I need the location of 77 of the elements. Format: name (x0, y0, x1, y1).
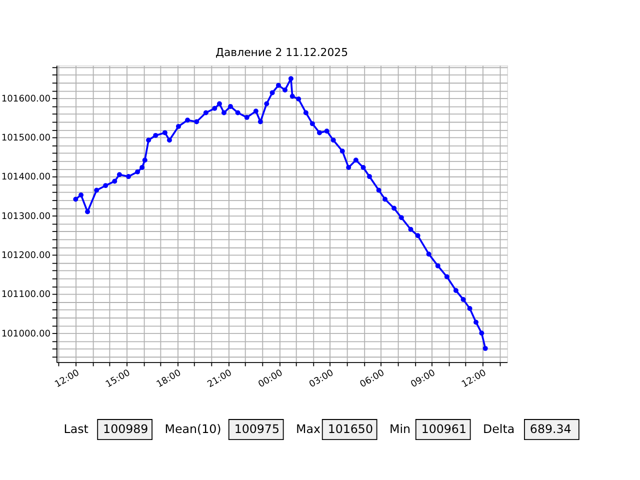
text: Last (64, 422, 89, 436)
point (185, 118, 190, 123)
text: Mean(10) (164, 422, 222, 436)
point (166, 138, 172, 143)
point (103, 183, 108, 188)
point (153, 132, 158, 138)
point (303, 110, 308, 116)
y-tick-label: 101400.00 (1, 172, 51, 183)
point (353, 158, 358, 163)
point (330, 138, 336, 143)
point (162, 130, 168, 136)
point (282, 88, 288, 93)
point (73, 196, 78, 202)
point (296, 96, 302, 102)
text: 100961 (421, 422, 466, 436)
point (415, 233, 420, 238)
point (235, 110, 240, 116)
point (392, 206, 397, 211)
point (264, 101, 270, 106)
point (135, 169, 140, 174)
point (324, 128, 330, 134)
point (176, 124, 181, 129)
point (288, 76, 294, 82)
y-tick-label: 101200.00 (1, 251, 51, 262)
point (467, 306, 472, 311)
point (212, 106, 218, 111)
text: 100989 (103, 422, 148, 436)
point (270, 90, 275, 96)
point (78, 192, 84, 198)
point (460, 297, 466, 302)
point (474, 320, 478, 325)
point (194, 119, 200, 124)
point (203, 110, 208, 116)
point (376, 188, 382, 193)
y-tick-label: 101600.00 (1, 94, 51, 104)
point (366, 174, 372, 180)
point (453, 288, 458, 293)
point (140, 165, 145, 170)
point (94, 188, 100, 193)
point (479, 330, 484, 336)
point (408, 226, 414, 232)
point (426, 252, 432, 257)
text: 101650 (328, 422, 373, 436)
point (290, 94, 295, 99)
text: Min (390, 422, 411, 436)
point (253, 108, 258, 114)
point (126, 174, 131, 180)
text: Delta (483, 422, 515, 436)
chart-title: Давление 2 11.12.2025 (215, 46, 348, 59)
point (346, 165, 352, 170)
point (276, 82, 282, 88)
y-tick-label: 101300.00 (1, 212, 51, 222)
point (244, 114, 250, 120)
point (444, 274, 450, 280)
point (316, 130, 322, 136)
point (360, 165, 366, 170)
point (310, 121, 315, 126)
text: 689.34 (530, 422, 572, 436)
point (216, 101, 222, 106)
text: Max (296, 422, 321, 436)
point (116, 172, 122, 178)
text: 100975 (234, 422, 280, 436)
point (142, 158, 148, 163)
point (228, 104, 233, 109)
point (146, 138, 152, 143)
point (221, 110, 226, 116)
point (340, 148, 345, 154)
point (435, 263, 440, 268)
point (482, 346, 488, 351)
point (85, 209, 90, 214)
point (112, 178, 118, 184)
point (398, 215, 404, 220)
y-tick-label: 101100.00 (1, 290, 51, 300)
y-tick-label: 101000.00 (1, 329, 51, 340)
point (258, 119, 263, 124)
y-tick-label: 101500.00 (1, 134, 51, 144)
point (382, 196, 388, 202)
